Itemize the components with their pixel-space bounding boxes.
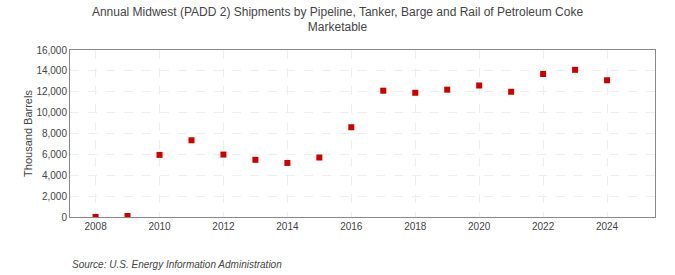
svg-text:8,000: 8,000 — [42, 128, 67, 139]
svg-text:4,000: 4,000 — [42, 170, 67, 181]
svg-text:2014: 2014 — [276, 221, 299, 232]
svg-text:10,000: 10,000 — [36, 107, 67, 118]
svg-text:2018: 2018 — [404, 221, 427, 232]
svg-text:2012: 2012 — [212, 221, 235, 232]
svg-text:2016: 2016 — [340, 221, 363, 232]
svg-text:2,000: 2,000 — [42, 191, 67, 202]
svg-text:12,000: 12,000 — [36, 86, 67, 97]
svg-text:2008: 2008 — [84, 221, 107, 232]
svg-text:Source: U.S. Energy Informatio: Source: U.S. Energy Information Administ… — [72, 259, 282, 270]
svg-text:2010: 2010 — [148, 221, 171, 232]
svg-text:2022: 2022 — [532, 221, 555, 232]
svg-text:Thousand Barrels: Thousand Barrels — [22, 90, 34, 177]
svg-text:14,000: 14,000 — [36, 65, 67, 76]
svg-text:0: 0 — [61, 212, 67, 223]
svg-text:6,000: 6,000 — [42, 149, 67, 160]
svg-text:2020: 2020 — [468, 221, 491, 232]
svg-text:16,000: 16,000 — [36, 45, 67, 56]
svg-text:Annual Midwest (PADD 2) Shipme: Annual Midwest (PADD 2) Shipments by Pip… — [92, 5, 583, 35]
svg-text:2024: 2024 — [596, 221, 619, 232]
